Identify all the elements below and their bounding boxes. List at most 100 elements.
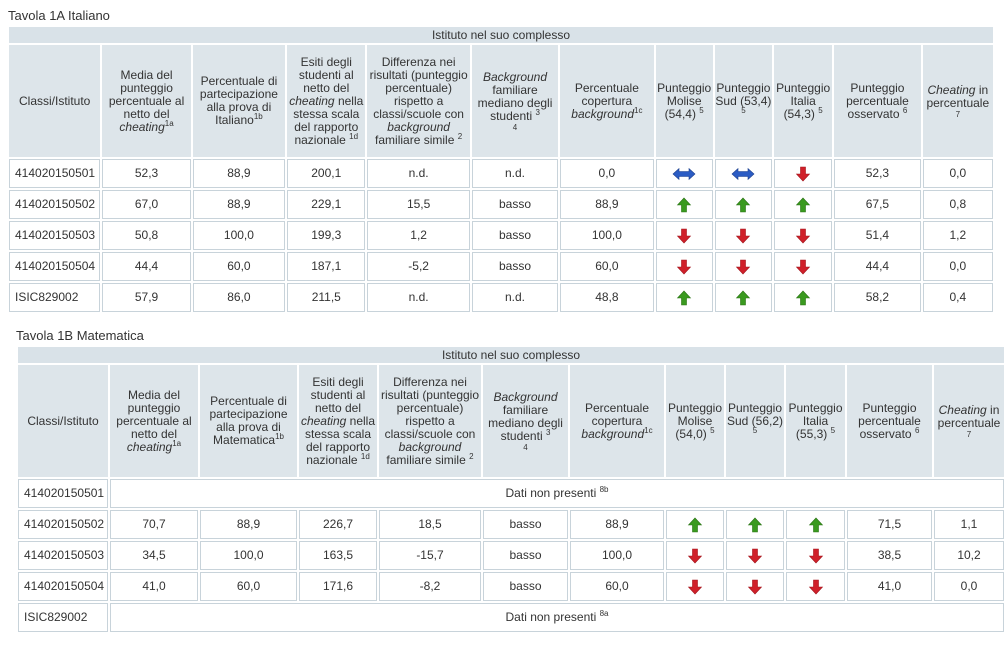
arrow-up-icon (676, 290, 692, 306)
cell-osservato: 71,5 (847, 510, 932, 539)
table-row: 414020150504 44,4 60,0 187,1 -5,2 basso 60,0 44… (9, 252, 993, 281)
header-cheating-percentuale: Cheating in percentuale 7 (922, 45, 993, 157)
cell-differenza: 15,5 (367, 190, 470, 219)
arrow-up-icon (687, 517, 703, 533)
cell-cheating: 0,8 (922, 190, 993, 219)
cell-osservato: 44,4 (834, 252, 921, 281)
cell-cheating: 0,0 (934, 572, 1005, 601)
header-punteggio-osservato: Punteggio percentuale osservato 6 (847, 365, 932, 477)
arrow-up-icon (795, 290, 811, 306)
cell-differenza: -5,2 (367, 252, 470, 281)
cell-copertura: 48,8 (560, 283, 654, 312)
header-punteggio-molise: Punteggio Molise (54,4) 5 (655, 45, 713, 157)
cell-cheating: 0,4 (922, 283, 993, 312)
cell-esiti: 171,6 (299, 572, 377, 601)
arrow-down-icon (735, 228, 751, 244)
cell-confronto-molise (655, 283, 713, 312)
table-banner: Istituto nel suo complesso (18, 347, 1005, 363)
cell-background: basso (483, 541, 568, 570)
cell-partecipazione: 60,0 (200, 572, 297, 601)
cell-differenza: 18,5 (379, 510, 481, 539)
cell-cheating: 1,1 (934, 510, 1005, 539)
header-punteggio-osservato: Punteggio percentuale osservato 6 (834, 45, 921, 157)
cell-classe-id: ISIC829002 (18, 603, 108, 632)
cell-background: basso (483, 510, 568, 539)
header-background-familiare: Background familiare mediano degli stude… (483, 365, 568, 477)
cell-partecipazione: 100,0 (192, 221, 286, 250)
cell-confronto-molise (666, 541, 724, 570)
cell-confronto-molise (666, 572, 724, 601)
header-background-familiare: Background familiare mediano degli stude… (471, 45, 559, 157)
arrow-left-right-icon (672, 166, 696, 182)
cell-cheating: 0,0 (922, 159, 993, 188)
cell-confronto-sud (714, 221, 773, 250)
cell-copertura: 88,9 (570, 510, 664, 539)
cell-differenza: n.d. (367, 283, 470, 312)
cell-differenza: n.d. (367, 159, 470, 188)
cell-partecipazione: 60,0 (192, 252, 286, 281)
cell-osservato: 67,5 (834, 190, 921, 219)
header-media-punteggio: Media del punteggio percentuale al netto… (102, 45, 191, 157)
table-title-italiano: Tavola 1A Italiano (8, 8, 110, 23)
header-cheating-percentuale: Cheating in percentuale 7 (934, 365, 1005, 477)
cell-copertura: 88,9 (560, 190, 654, 219)
cell-media: 34,5 (110, 541, 198, 570)
cell-classe-id: 414020150501 (18, 479, 108, 508)
table-row: 414020150504 41,0 60,0 171,6 -8,2 basso 60,0 41… (18, 572, 1005, 601)
arrow-up-icon (747, 517, 763, 533)
cell-esiti: 211,5 (287, 283, 366, 312)
cell-partecipazione: 100,0 (200, 541, 297, 570)
cell-esiti: 199,3 (287, 221, 366, 250)
cell-partecipazione: 88,9 (200, 510, 297, 539)
results-table-italiano: Istituto nel suo complesso Classi/Istitu… (7, 25, 995, 314)
cell-esiti: 226,7 (299, 510, 377, 539)
arrow-up-icon (808, 517, 824, 533)
no-data-message: Dati non presenti 8a (110, 603, 1005, 632)
no-data-text: Dati non presenti (505, 610, 597, 624)
arrow-up-icon (735, 290, 751, 306)
cell-confronto-italia (774, 190, 833, 219)
arrow-down-icon (687, 579, 703, 595)
table-row: ISIC829002 Dati non presenti 8a (18, 603, 1005, 632)
header-punteggio-molise: Punteggio Molise (54,0) 5 (666, 365, 724, 477)
cell-classe-id: 414020150504 (9, 252, 101, 281)
cell-differenza: 1,2 (367, 221, 470, 250)
cell-confronto-italia (774, 252, 833, 281)
header-media-punteggio: Media del punteggio percentuale al netto… (110, 365, 198, 477)
cell-osservato: 52,3 (834, 159, 921, 188)
arrow-down-icon (795, 259, 811, 275)
cell-background: basso (471, 221, 559, 250)
header-punteggio-italia: Punteggio Italia (55,3) 5 (786, 365, 845, 477)
arrow-down-icon (676, 259, 692, 275)
cell-media: 67,0 (102, 190, 191, 219)
cell-classe-id: 414020150502 (18, 510, 108, 539)
cell-copertura: 60,0 (560, 252, 654, 281)
cell-esiti: 229,1 (287, 190, 366, 219)
header-esiti-studenti: Esiti degli studenti al netto del cheati… (299, 365, 377, 477)
cell-confronto-sud (714, 190, 773, 219)
cell-media: 50,8 (102, 221, 191, 250)
cell-copertura: 0,0 (560, 159, 654, 188)
header-classi-istituto: Classi/Istituto (9, 45, 101, 157)
arrow-down-icon (676, 228, 692, 244)
cell-classe-id: 414020150502 (9, 190, 101, 219)
arrow-down-icon (795, 166, 811, 182)
table-row: 414020150502 67,0 88,9 229,1 15,5 basso 88,9 67… (9, 190, 993, 219)
cell-partecipazione: 86,0 (192, 283, 286, 312)
arrow-up-icon (676, 197, 692, 213)
cell-background: n.d. (471, 159, 559, 188)
table-row: 414020150503 50,8 100,0 199,3 1,2 basso 100,0 5… (9, 221, 993, 250)
cell-esiti: 187,1 (287, 252, 366, 281)
results-table-matematica: Istituto nel suo complesso Classi/Istitu… (16, 345, 1007, 634)
cell-osservato: 58,2 (834, 283, 921, 312)
no-data-message: Dati non presenti 8b (110, 479, 1005, 508)
arrow-down-icon (808, 579, 824, 595)
header-percentuale-partecipazione: Percentuale di partecipazione alla prova… (192, 45, 286, 157)
arrow-down-icon (747, 579, 763, 595)
header-percentuale-partecipazione: Percentuale di partecipazione alla prova… (200, 365, 297, 477)
arrow-up-icon (735, 197, 751, 213)
cell-media: 44,4 (102, 252, 191, 281)
cell-background: basso (471, 190, 559, 219)
arrow-down-icon (735, 259, 751, 275)
cell-media: 70,7 (110, 510, 198, 539)
